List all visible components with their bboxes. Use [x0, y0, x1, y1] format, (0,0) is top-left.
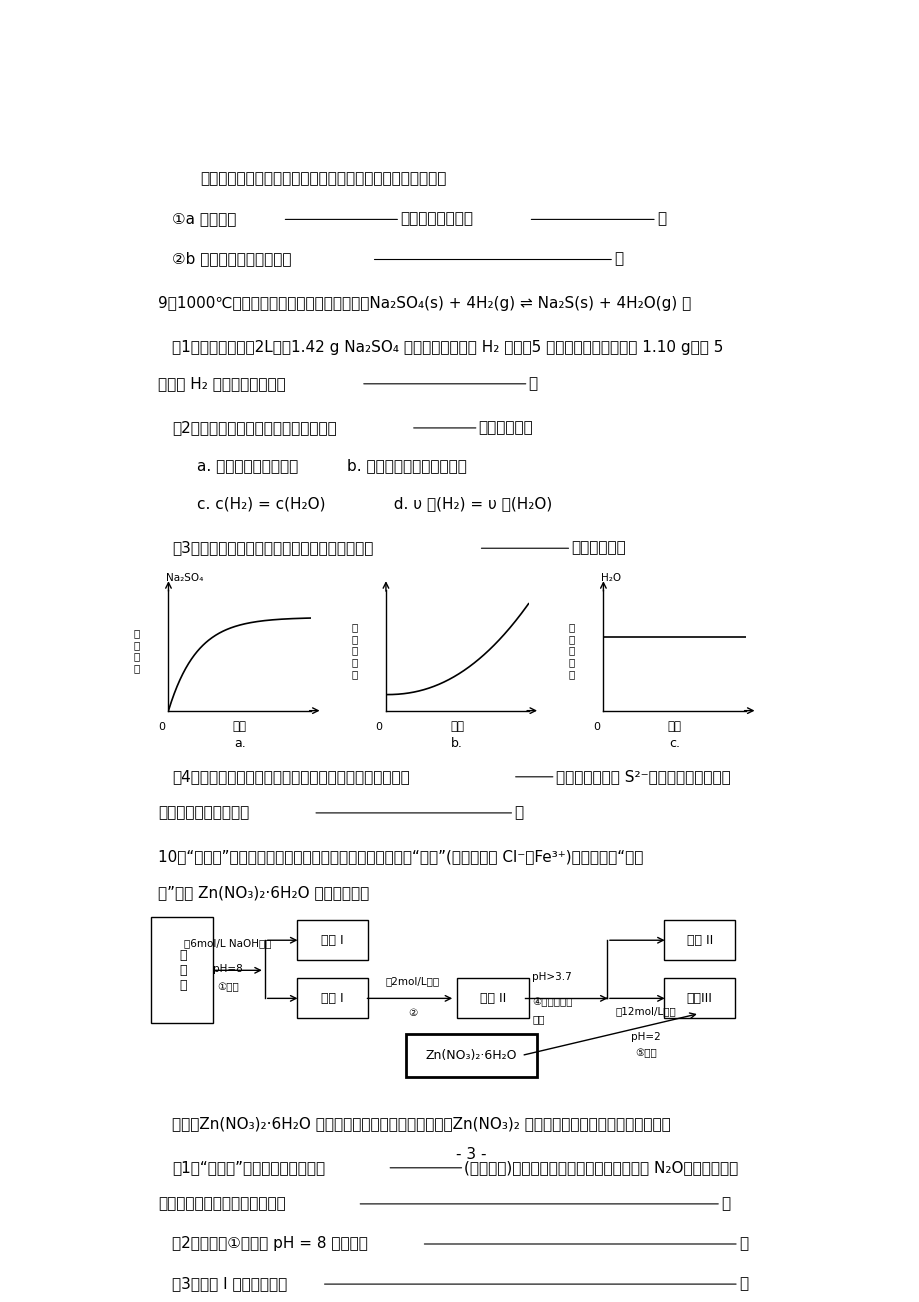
- Text: 。: 。: [614, 251, 622, 267]
- Text: 加2mol/L硝酸: 加2mol/L硝酸: [385, 976, 439, 987]
- FancyBboxPatch shape: [151, 917, 213, 1023]
- Text: 烂
版
液: 烂 版 液: [179, 949, 187, 992]
- Text: 过滤: 过滤: [531, 1014, 544, 1025]
- Text: 溶液 II: 溶液 II: [479, 992, 505, 1005]
- Text: 分钟内 H₂ 的平均反应速率为: 分钟内 H₂ 的平均反应速率为: [158, 376, 285, 391]
- Text: （1）“烂版液”中溶质的主要成分是: （1）“烂版液”中溶质的主要成分是: [172, 1160, 324, 1174]
- Text: 腐蚀锌板反应的主要化学方程式: 腐蚀锌板反应的主要化学方程式: [158, 1195, 285, 1211]
- Text: 已知：Zn(NO₃)₂·6H₂O 是一种无色晶体，水溶液呈酸性，Zn(NO₃)₂ 能与熔反应，得到的产物具有两性。: 已知：Zn(NO₃)₂·6H₂O 是一种无色晶体，水溶液呈酸性，Zn(NO₃)₂…: [172, 1116, 670, 1130]
- Text: H₂O: H₂O: [600, 573, 620, 583]
- Text: 移动，可加入的物质是: 移动，可加入的物质是: [158, 805, 249, 820]
- Text: b.: b.: [451, 737, 462, 750]
- FancyBboxPatch shape: [457, 978, 528, 1018]
- Text: 。: 。: [720, 1195, 730, 1211]
- FancyBboxPatch shape: [297, 921, 368, 961]
- Text: ，欲使该溶液中 S²⁻浓度增大，平衡逆向: ，欲使该溶液中 S²⁻浓度增大，平衡逆向: [555, 768, 730, 784]
- Text: 时间: 时间: [233, 720, 246, 733]
- Text: 。: 。: [514, 805, 523, 820]
- Text: 0: 0: [375, 721, 382, 732]
- Text: 的
转
化
率: 的 转 化 率: [134, 628, 140, 673]
- Text: - 3 -: - 3 -: [456, 1147, 486, 1161]
- Text: c. c(H₂) = c(H₂O)              d. υ 正(H₂) = υ 逆(H₂O): c. c(H₂) = c(H₂O) d. υ 正(H₂) = υ 逆(H₂O): [197, 496, 551, 512]
- Text: ①a 是电源的: ①a 是电源的: [172, 211, 236, 227]
- Text: 的
百
分
含
量: 的 百 分 含 量: [568, 622, 574, 678]
- Text: 加6mol/L NaOH溶液: 加6mol/L NaOH溶液: [184, 939, 271, 948]
- Text: ；: ；: [656, 211, 665, 227]
- Text: 0: 0: [592, 721, 599, 732]
- Text: ①过滤: ①过滤: [217, 982, 238, 992]
- Text: （填序号）。: （填序号）。: [571, 540, 626, 555]
- Text: pH=2: pH=2: [630, 1032, 661, 1043]
- Text: ⑤加热: ⑤加热: [635, 1048, 656, 1059]
- FancyBboxPatch shape: [664, 921, 734, 961]
- Text: （3）沉淠 I 的主要成分是: （3）沉淠 I 的主要成分是: [172, 1276, 287, 1292]
- Text: （1）该温度下，在2L盛有1.42 g Na₂SO₄ 的密闭容器中通入 H₂ 气体，5 分钟后测得固体质量为 1.10 g。则 5: （1）该温度下，在2L盛有1.42 g Na₂SO₄ 的密闭容器中通入 H₂ 气…: [172, 340, 722, 354]
- Text: 时间: 时间: [449, 720, 464, 733]
- Text: 溶液III: 溶液III: [686, 992, 712, 1005]
- Text: 9、1000℃时，硫酸钓与氢气发生下列反应：Na₂SO₄(s) + 4H₂(g) ⇌ Na₂S(s) + 4H₂O(g) 。: 9、1000℃时，硫酸钓与氢气发生下列反应：Na₂SO₄(s) + 4H₂(g)…: [158, 296, 690, 311]
- Text: 。: 。: [738, 1276, 747, 1292]
- Text: （2）在操作①中保持 pH = 8 的目的是: （2）在操作①中保持 pH = 8 的目的是: [172, 1236, 368, 1251]
- Text: ②: ②: [408, 1009, 417, 1018]
- Text: 0: 0: [158, 721, 165, 732]
- Text: 10、“烂版液”是制印刷锌板时，用稀硝酸腐蚀锌板后得到的“废液”(含有少量的 Cl⁻、Fe³⁺)，工业上用“烂版: 10、“烂版液”是制印刷锌板时，用稀硝酸腐蚀锌板后得到的“废液”(含有少量的 C…: [158, 849, 642, 865]
- Text: 沉淠 II: 沉淠 II: [686, 934, 712, 947]
- Text: 。: 。: [528, 376, 537, 391]
- FancyBboxPatch shape: [297, 978, 368, 1018]
- Text: ④加热、煮永: ④加热、煮永: [531, 997, 572, 1008]
- Text: （填序号）。: （填序号）。: [478, 421, 533, 435]
- FancyBboxPatch shape: [405, 1035, 537, 1077]
- Text: Na₂SO₄: Na₂SO₄: [165, 573, 203, 583]
- Text: (填化学式)，若稀硝酸腐蚀锌板产生的气体为 N₂O，写出稀硝酸: (填化学式)，若稀硝酸腐蚀锌板产生的气体为 N₂O，写出稀硝酸: [464, 1160, 738, 1174]
- Text: 加12mol/L硝酸: 加12mol/L硝酸: [615, 1006, 675, 1017]
- Text: Zn(NO₃)₂·6H₂O: Zn(NO₃)₂·6H₂O: [425, 1049, 516, 1062]
- Text: a. 容器内压强保持不变          b. 容器内气体密度保持不变: a. 容器内压强保持不变 b. 容器内气体密度保持不变: [197, 458, 466, 473]
- Text: 溶液 I: 溶液 I: [321, 934, 344, 947]
- Text: pH>3.7: pH>3.7: [531, 973, 572, 982]
- Text: 正
反
应
速
率: 正 反 应 速 率: [351, 622, 357, 678]
- Text: 时间: 时间: [667, 720, 681, 733]
- Text: 极，电极反应式是: 极，电极反应式是: [400, 211, 472, 227]
- FancyBboxPatch shape: [664, 978, 734, 1018]
- Text: （3）向平衡体系中加入焦炭，下列图像正确的是: （3）向平衡体系中加入焦炭，下列图像正确的是: [172, 540, 373, 555]
- Text: （4）用有关离子方程式说明上述反应产物水溶液的酸碱性: （4）用有关离子方程式说明上述反应产物水溶液的酸碱性: [172, 768, 409, 784]
- Text: 多孔性碳构成，通入的两种单质由孔隙逢出在电极表面放电。: 多孔性碳构成，通入的两种单质由孔隙逢出在电极表面放电。: [200, 172, 447, 186]
- Text: c.: c.: [668, 737, 679, 750]
- Text: 。: 。: [738, 1236, 747, 1251]
- Text: 液”制取 Zn(NO₃)₂·6H₂O 的过程如下：: 液”制取 Zn(NO₃)₂·6H₂O 的过程如下：: [158, 885, 369, 900]
- Text: a.: a.: [233, 737, 245, 750]
- Text: 沉淠 I: 沉淠 I: [321, 992, 344, 1005]
- Text: ②b 电极上的电极反应式是: ②b 电极上的电极反应式是: [172, 251, 291, 267]
- Text: （2）能说明该反应已达到平衡状态的是: （2）能说明该反应已达到平衡状态的是: [172, 421, 336, 435]
- Text: pH=8: pH=8: [212, 965, 243, 974]
